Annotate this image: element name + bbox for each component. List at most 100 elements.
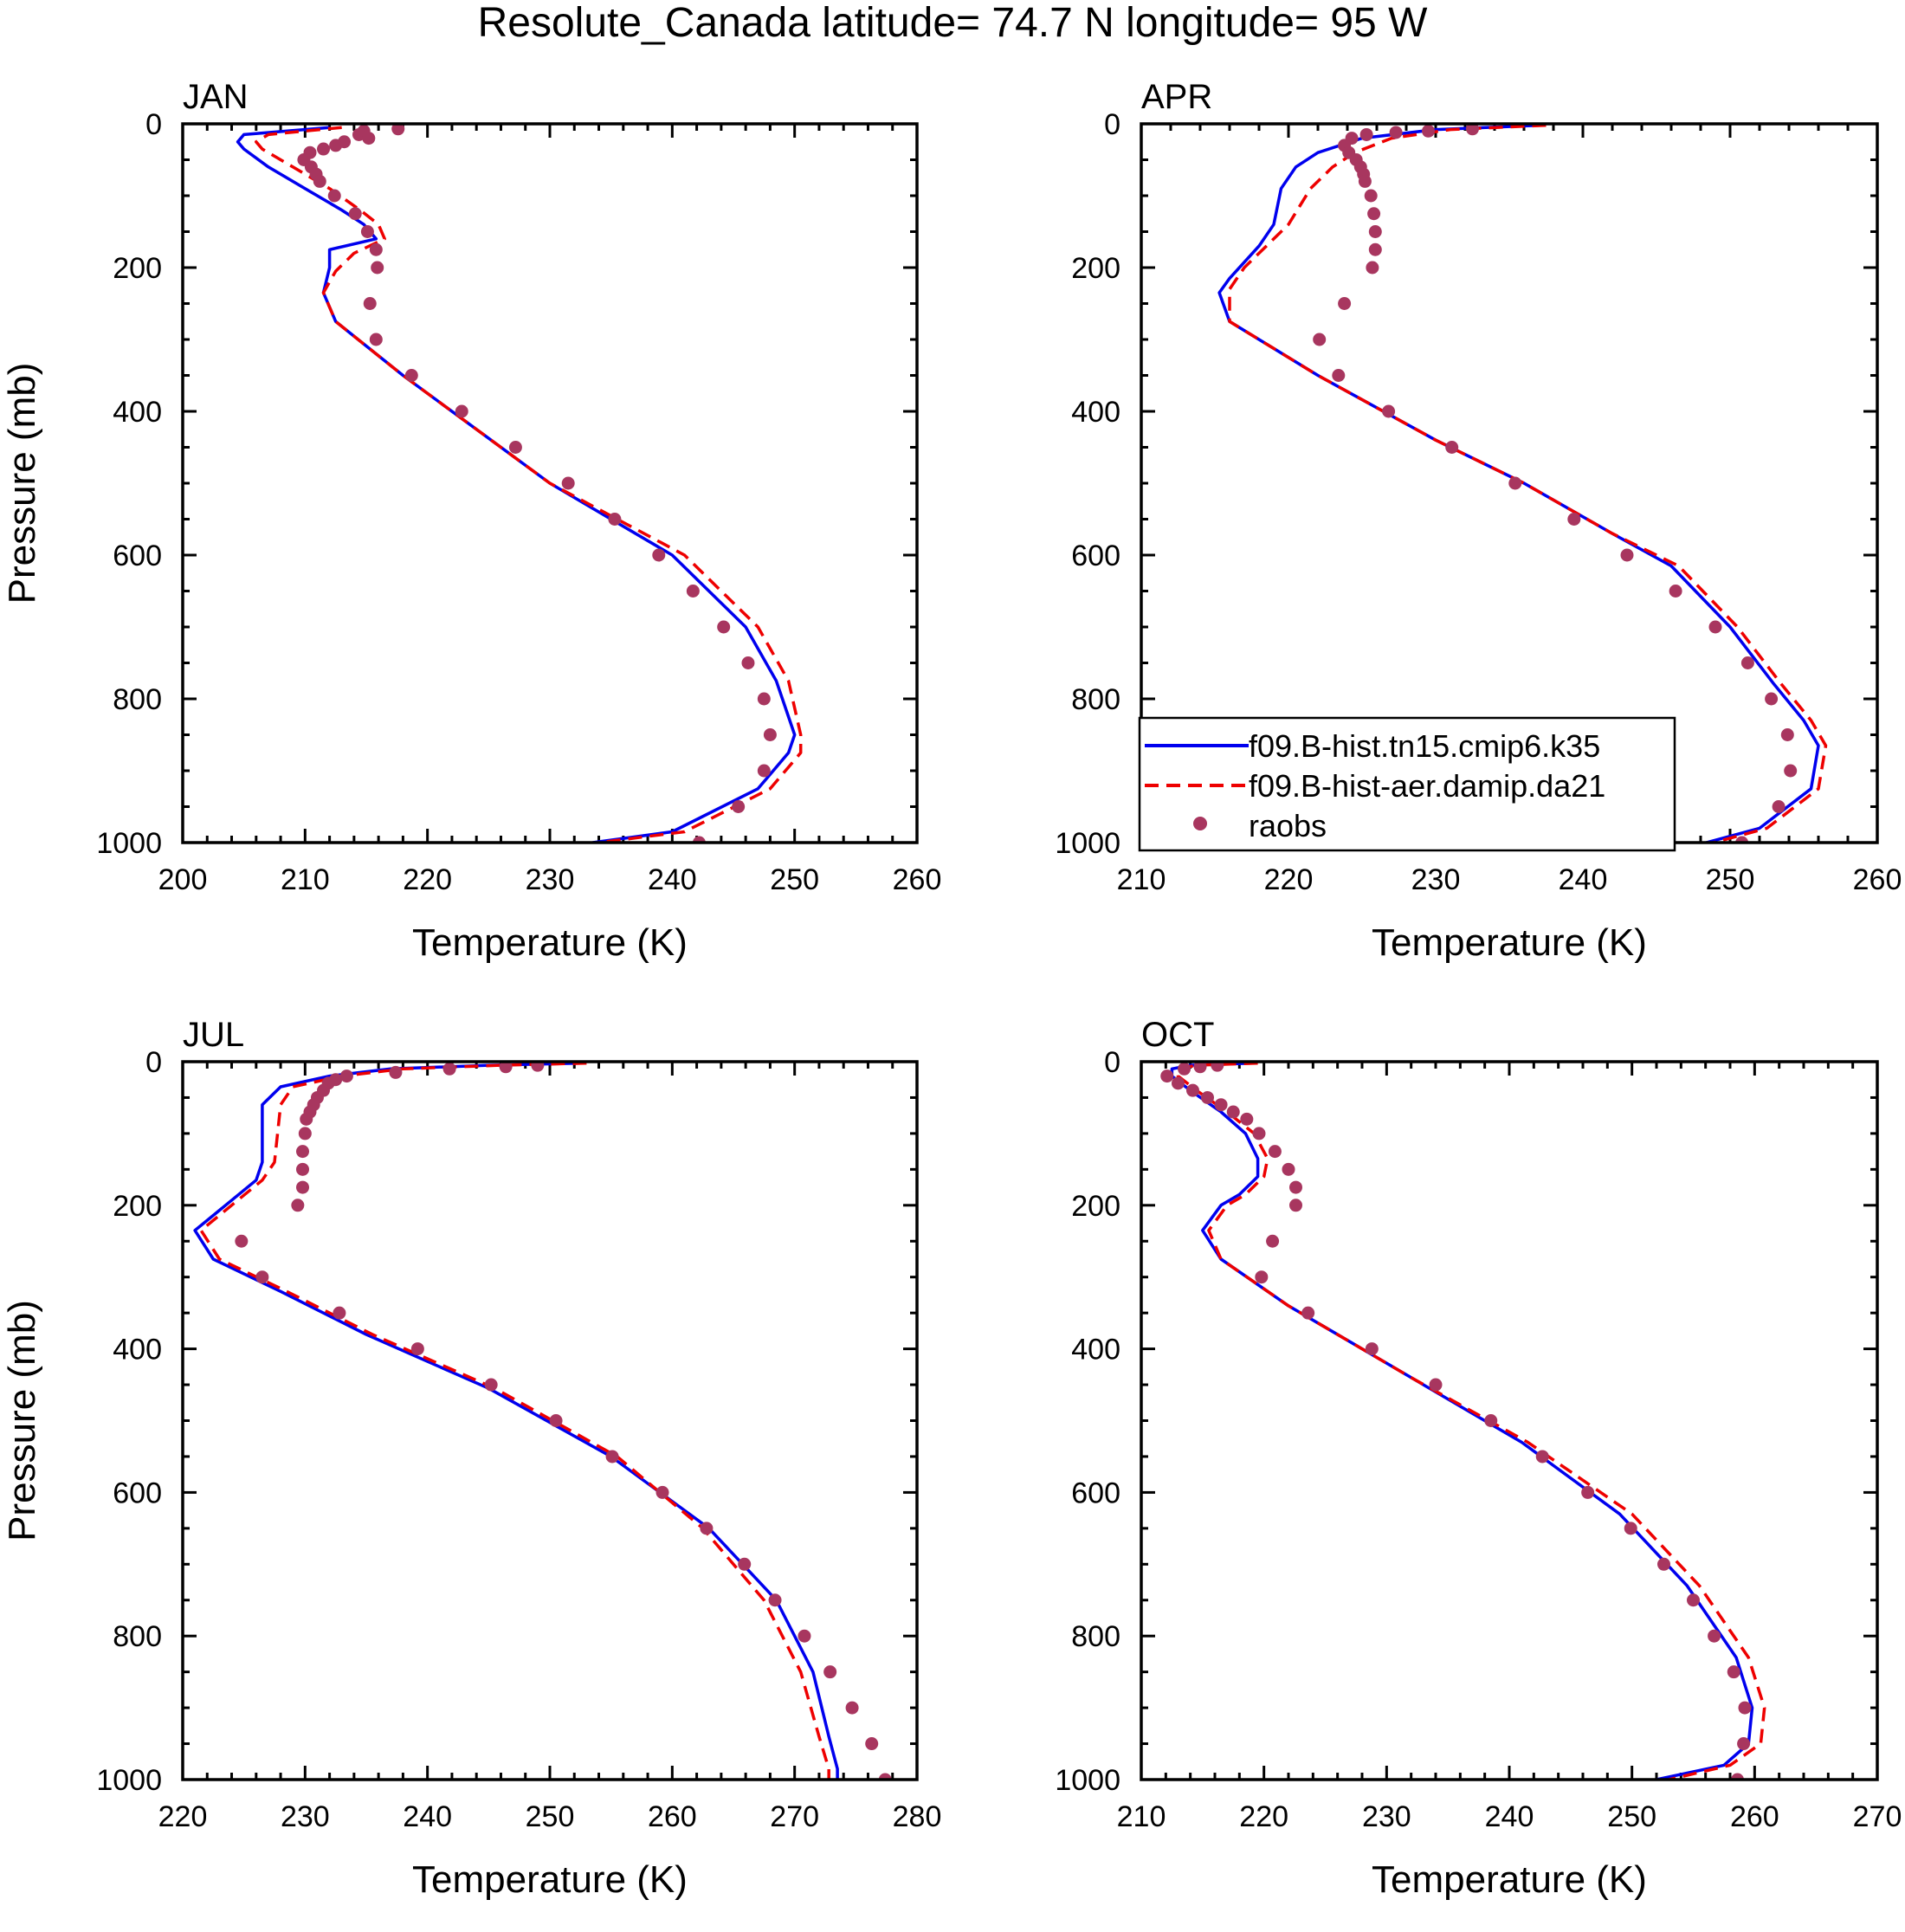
panel-jul-raobs-point: [605, 1450, 619, 1464]
panel-jul-xtick-label: 260: [648, 1800, 697, 1833]
panel-apr-xtick-label: 260: [1853, 863, 1902, 896]
panel-jul-ytick-label: 400: [113, 1334, 162, 1367]
panel-jan-raobs-point: [362, 132, 376, 145]
panel-oct-data: [1160, 1062, 1766, 1780]
panel-jul-series-da21: [199, 1062, 830, 1780]
panel-apr-xtick-label: 210: [1117, 863, 1166, 896]
panel-oct-raobs-point: [1581, 1485, 1595, 1499]
panel-jan-xtick-label: 260: [893, 863, 942, 896]
panel-jul-raobs-point: [700, 1522, 714, 1535]
panel-jul-raobs-point: [484, 1378, 498, 1392]
panel-apr-raobs-point: [1359, 127, 1373, 141]
panel-jul-raobs-point: [296, 1162, 310, 1176]
panel-jul-xtick-label: 250: [526, 1800, 575, 1833]
panel-apr-ytick-label: 1000: [1055, 827, 1120, 860]
panel-apr-raobs-point: [1358, 174, 1372, 188]
panel-jan: 200 210 220 230 240 250 260 0 200 400 600 800 1000 Te…: [1, 78, 941, 964]
panel-jul-xtick-label: 230: [281, 1800, 330, 1833]
panel-oct-ytick-label: 800: [1071, 1620, 1120, 1653]
panel-jul-xtick-label: 240: [403, 1800, 452, 1833]
panel-oct-raobs-point: [1429, 1378, 1443, 1392]
panel-jan-raobs-point: [692, 836, 706, 843]
panel-jul-raobs-point: [235, 1234, 249, 1248]
panel-jan-xtick-label: 240: [648, 863, 697, 896]
panel-oct-raobs-point: [1687, 1593, 1700, 1607]
panel-jan-series-da21: [255, 126, 803, 843]
panel-jul-raobs-point: [738, 1557, 752, 1571]
panel-oct-raobs-point: [1731, 1773, 1744, 1780]
panel-oct-raobs-point: [1214, 1098, 1228, 1112]
panel-oct-raobs-point: [1738, 1701, 1752, 1715]
panel-apr-raobs-point: [1445, 441, 1459, 454]
panel-jan-raobs-point: [391, 124, 405, 136]
panel-jan-frame: [181, 122, 919, 844]
panel-apr-raobs-point: [1669, 585, 1682, 598]
panel-jul-data: [193, 1062, 892, 1780]
panel-apr-raobs-point: [1772, 800, 1786, 813]
panel-jul-raobs-point: [845, 1701, 859, 1715]
panel-oct-xtick-label: 230: [1362, 1800, 1411, 1833]
panel-oct-xtick-label: 220: [1239, 1800, 1288, 1833]
panel-jan-raobs-point: [371, 261, 384, 275]
panel-jan-xtick-label: 230: [526, 863, 575, 896]
panel-oct-raobs-point: [1484, 1414, 1498, 1427]
panel-apr-ytick-label: 0: [1104, 108, 1120, 141]
panel-apr-ytick-label: 800: [1071, 683, 1120, 716]
panel-jan-raobs-point: [652, 548, 666, 562]
panel-apr-raobs-point: [1708, 620, 1722, 634]
panel-apr-xtick-label: 240: [1559, 863, 1608, 896]
panel-apr-raobs-point: [1313, 333, 1327, 346]
panel-oct-raobs-point: [1708, 1629, 1721, 1643]
panel-oct-raobs-point: [1727, 1665, 1740, 1679]
legend-box: [1138, 716, 1676, 852]
panel-oct-series-k35: [1170, 1062, 1754, 1780]
legend: f09.B-hist.tn15.cmip6.k35 f09.B-hist-aer.…: [1138, 716, 1676, 852]
panel-oct-xtick-label: 250: [1607, 1800, 1656, 1833]
panel-oct-raobs-point: [1737, 1737, 1751, 1751]
panel-jul-raobs-point: [296, 1180, 310, 1194]
panel-jan-raobs-point: [404, 369, 418, 382]
panel-oct-ytick-label: 200: [1071, 1190, 1120, 1223]
panel-oct-series-da21: [1176, 1062, 1766, 1780]
panel-oct-ytick-label: 1000: [1055, 1764, 1120, 1797]
panel-oct-raobs-point: [1255, 1270, 1269, 1284]
panel-jan-raobs-point: [327, 189, 341, 203]
panel-oct: 210 220 230 240 250 260 270 0 200 400 600 800 1000 Te…: [1055, 1016, 1902, 1901]
panel-jul-raobs-point: [531, 1062, 545, 1072]
panel-jan-raobs-point: [329, 139, 343, 152]
panel-jan-raobs-point: [369, 333, 383, 346]
panel-jan-raobs-point: [352, 127, 366, 141]
panel-apr-raobs-point: [1368, 225, 1382, 238]
panel-oct-raobs-point: [1186, 1083, 1199, 1097]
panel-jul-frame: [181, 1060, 919, 1781]
panel-oct-raobs-point: [1535, 1450, 1549, 1464]
panel-apr-raobs-point: [1784, 764, 1798, 778]
panel-jul-raobs-point: [410, 1342, 424, 1356]
panel-jan-raobs-point: [757, 692, 771, 706]
panel-oct-title: OCT: [1141, 1016, 1214, 1054]
panel-apr-raobs-point: [1466, 124, 1479, 136]
panel-jul-raobs-point: [823, 1665, 837, 1679]
panel-oct-raobs-point: [1266, 1234, 1280, 1248]
panel-oct-raobs-point: [1201, 1090, 1214, 1104]
panel-jan-xtick-label: 250: [770, 863, 819, 896]
panel-jul-xlabel: Temperature (K): [412, 1858, 688, 1901]
panel-apr-raobs-point: [1368, 242, 1382, 256]
panel-oct-raobs-point: [1268, 1145, 1282, 1159]
panel-jan-raobs-point: [717, 620, 731, 634]
panel-jan-raobs-point: [363, 297, 377, 310]
panel-jan-ytick-label: 1000: [96, 827, 162, 860]
panel-jan-raobs-point: [455, 404, 468, 418]
panel-oct-raobs-point: [1301, 1306, 1315, 1320]
panel-apr-xlabel: Temperature (K): [1372, 921, 1647, 964]
panel-jul-ytick-label: 200: [113, 1190, 162, 1223]
panel-jul-raobs-point: [549, 1414, 563, 1427]
panel-jul-raobs-point: [300, 1112, 313, 1126]
panel-apr-raobs-point: [1735, 836, 1749, 843]
panel-apr-raobs-point: [1765, 692, 1779, 706]
panel-oct-xtick-label: 260: [1730, 1800, 1779, 1833]
panel-oct-raobs-point: [1240, 1112, 1254, 1126]
panel-oct-raobs-point: [1624, 1522, 1637, 1535]
panel-apr-raobs-point: [1508, 476, 1522, 490]
panel-jan-raobs-point: [608, 513, 622, 526]
